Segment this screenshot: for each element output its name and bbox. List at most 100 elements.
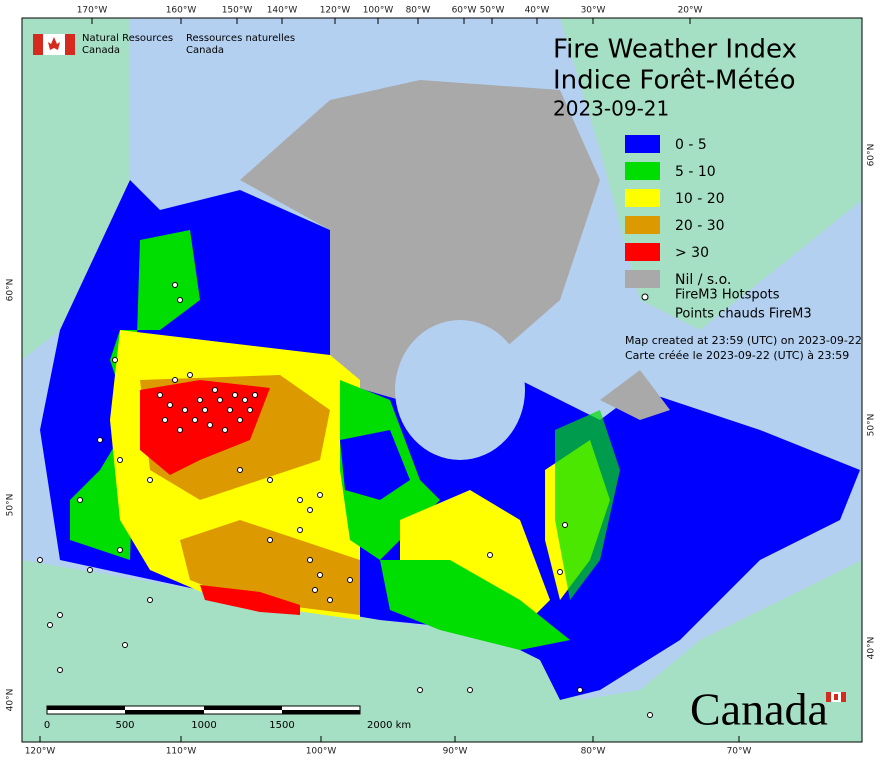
graticule-label: 120°W — [320, 6, 351, 16]
hotspot — [147, 477, 153, 483]
legend-label: Points chauds FireM3 — [675, 307, 812, 322]
hotspot — [172, 377, 178, 383]
dept-en: Natural Resources — [82, 33, 173, 44]
graticule-label: 120°W — [25, 747, 56, 757]
hotspot — [37, 557, 43, 563]
hotspot — [77, 497, 83, 503]
date: 2023-09-21 — [553, 97, 669, 121]
graticule-label: 90°W — [443, 747, 468, 757]
hotspot — [162, 417, 168, 423]
hotspot — [227, 407, 233, 413]
hotspot — [117, 457, 123, 463]
hotspot — [317, 492, 323, 498]
note: Carte créée le 2023-09-22 (UTC) à 23:59 — [625, 349, 849, 362]
dept-fr: Ressources naturelles — [186, 33, 295, 44]
legend-swatch — [625, 243, 660, 261]
hudson-bay — [395, 320, 525, 460]
scale-label: 1000 — [191, 720, 216, 731]
legend-label: FireM3 Hotspots — [675, 288, 780, 303]
graticule-label: 60°N — [6, 279, 16, 302]
graticule-label: 40°W — [525, 6, 550, 16]
hotspot — [347, 577, 353, 583]
hotspot — [187, 372, 193, 378]
fwi-zone — [200, 585, 300, 615]
hotspot — [157, 392, 163, 398]
note: Map created at 23:59 (UTC) on 2023-09-22 — [625, 334, 862, 347]
hotspot — [312, 587, 318, 593]
hotspot — [247, 407, 253, 413]
nrcan-flag — [33, 34, 75, 55]
hotspot — [267, 537, 273, 543]
fwi-zone — [600, 370, 670, 420]
graticule-label: 20°W — [678, 6, 703, 16]
legend-swatch — [625, 162, 660, 180]
hotspot — [207, 422, 213, 428]
legend-swatch — [625, 270, 660, 288]
hotspot — [557, 569, 563, 575]
scale-label: 500 — [115, 720, 134, 731]
hotspot — [87, 567, 93, 573]
alaska — [22, 18, 130, 360]
scale-label: 0 — [44, 720, 50, 731]
hotspot — [317, 572, 323, 578]
graticule-label: 80°W — [581, 747, 606, 757]
graticule-label: 70°W — [727, 747, 752, 757]
hotspot — [202, 407, 208, 413]
hotspot — [167, 402, 173, 408]
scale-label: 2000 km — [367, 720, 411, 731]
hotspot — [112, 357, 118, 363]
legend-label: Nil / s.o. — [675, 272, 731, 288]
hotspot — [297, 497, 303, 503]
graticule-label: 140°W — [267, 6, 298, 16]
hotspot — [172, 282, 178, 288]
hotspot — [307, 507, 313, 513]
dept-fr: Canada — [186, 45, 224, 56]
graticule-label: 100°W — [363, 6, 394, 16]
hotspot-symbol — [641, 293, 649, 301]
title: Fire Weather Index — [553, 35, 797, 65]
graticule-label: 50°N — [6, 494, 16, 517]
hotspot — [97, 437, 103, 443]
hotspot — [147, 597, 153, 603]
frame — [21, 17, 863, 743]
scale-label: 1500 — [269, 720, 294, 731]
hotspot — [237, 467, 243, 473]
fwi-zone — [240, 80, 600, 400]
hotspot — [197, 397, 203, 403]
legend-label: 5 - 10 — [675, 164, 716, 180]
graticule-label: 170°W — [77, 6, 108, 16]
title: Indice Forêt-Météo — [553, 66, 796, 96]
legend-label: 10 - 20 — [675, 191, 725, 207]
graticule-label: 60°N — [867, 144, 877, 167]
legend-swatch — [625, 135, 660, 153]
legend-label: 0 - 5 — [675, 137, 707, 153]
hotspot — [297, 527, 303, 533]
hotspot — [177, 297, 183, 303]
legend-swatch — [625, 189, 660, 207]
scale-bar — [46, 705, 361, 715]
hotspot — [57, 612, 63, 618]
hotspot — [57, 667, 63, 673]
legend-swatch — [625, 216, 660, 234]
hotspot — [307, 557, 313, 563]
graticule-label: 40°N — [867, 637, 877, 660]
hotspot — [192, 417, 198, 423]
graticule-label: 50°N — [867, 414, 877, 437]
hotspot — [177, 427, 183, 433]
hotspot — [267, 477, 273, 483]
hotspot — [237, 417, 243, 423]
hotspot — [232, 392, 238, 398]
hotspot — [222, 427, 228, 433]
hotspot — [212, 387, 218, 393]
hotspot — [242, 397, 248, 403]
dept-en: Canada — [82, 45, 120, 56]
hotspot — [122, 642, 128, 648]
hotspot — [647, 712, 653, 718]
hotspot — [417, 687, 423, 693]
graticule-label: 160°W — [166, 6, 197, 16]
hotspot — [577, 687, 583, 693]
graticule-label: 100°W — [306, 747, 337, 757]
fwi-zone — [380, 560, 570, 650]
legend-label: > 30 — [675, 245, 709, 261]
